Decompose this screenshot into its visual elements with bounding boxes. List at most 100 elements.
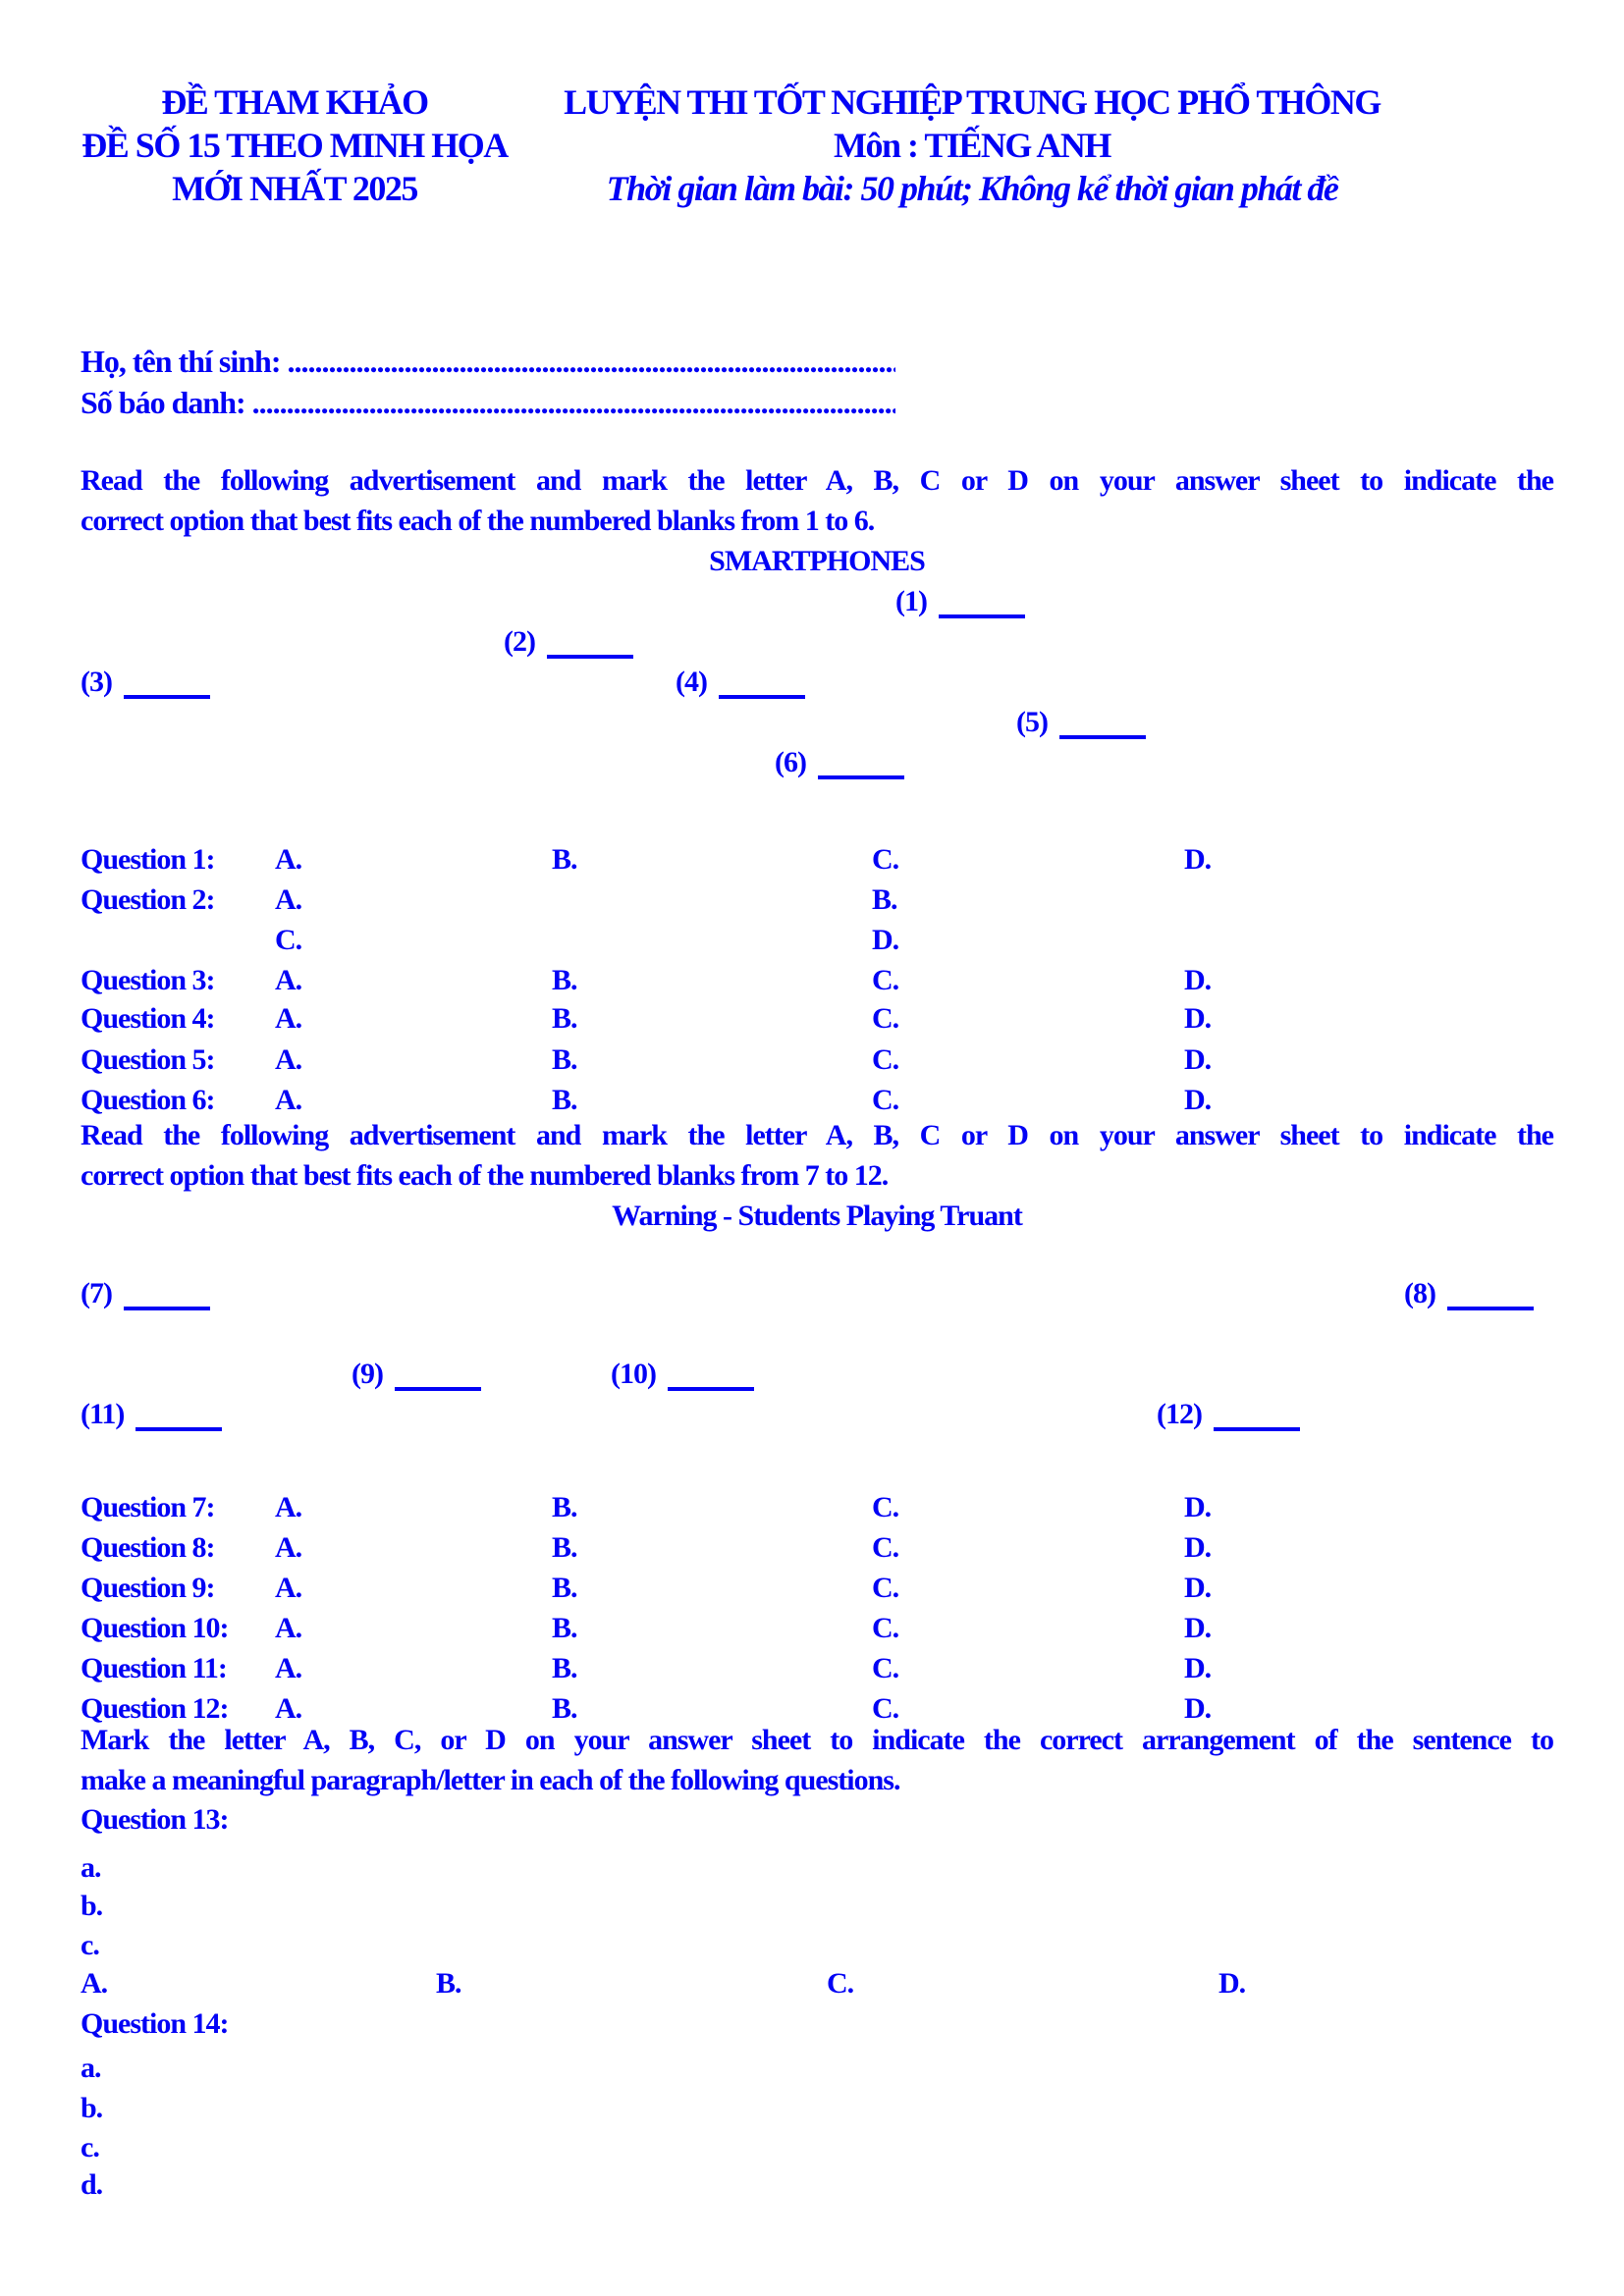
q10-option-c: C. xyxy=(872,1612,899,1644)
q9-option-b: B. xyxy=(552,1572,577,1604)
question-14-label: Question 14: xyxy=(81,2007,230,2040)
blank-1-underline xyxy=(938,614,1025,618)
blank-6-underline xyxy=(817,775,904,779)
q5-option-c: C. xyxy=(872,1043,899,1076)
q5-option-d: D. xyxy=(1184,1043,1212,1076)
q7-option-d: D. xyxy=(1184,1491,1212,1523)
question-3-label: Question 3: xyxy=(81,964,216,996)
q3-option-a: A. xyxy=(275,964,302,996)
q13-item-a: a. xyxy=(81,1851,102,1884)
passage1-line1: (1) xyxy=(81,581,1553,621)
blank-5-underline xyxy=(1058,735,1146,739)
blank-6: (6) xyxy=(775,742,904,782)
question-row-2-continued: C. D. xyxy=(81,920,1553,960)
q3-option-d: D. xyxy=(1184,964,1212,996)
q5-option-a: A. xyxy=(275,1043,302,1076)
passage1-line4: (5) xyxy=(81,702,1553,742)
q12-option-a: A. xyxy=(275,1692,302,1725)
candidate-name-dotted-field: ........................................… xyxy=(287,344,895,379)
q6-option-d: D. xyxy=(1184,1084,1212,1116)
header-left-line3: MỚI NHẤT 2025 xyxy=(172,169,418,208)
candidate-name-label: Họ, tên thí sinh: xyxy=(81,344,288,379)
q6-option-b: B. xyxy=(552,1084,577,1116)
blank-2: (2) xyxy=(504,621,633,662)
q3-option-b: B. xyxy=(552,964,577,996)
q8-option-c: C. xyxy=(872,1531,899,1564)
q10-option-a: A. xyxy=(275,1612,302,1644)
q7-option-b: B. xyxy=(552,1491,577,1523)
candidate-id-line: Số báo danh: ...........................… xyxy=(81,383,895,423)
blank-4-underline xyxy=(718,695,805,699)
q7-option-a: A. xyxy=(275,1491,302,1523)
blank-7: (7) xyxy=(81,1273,210,1313)
blank-8: (8) xyxy=(1404,1273,1534,1313)
q9-option-c: C. xyxy=(872,1572,899,1604)
section2-instruction-line1: Read the following advertisement and mar… xyxy=(81,1119,1554,1151)
passage1-line3: (3) (4) xyxy=(81,662,1553,702)
q8-option-a: A. xyxy=(275,1531,302,1564)
question-7-label: Question 7: xyxy=(81,1491,216,1523)
q14-item-b: b. xyxy=(81,2092,103,2124)
question-row-10: Question 10: A. B. C. D. xyxy=(81,1608,1553,1648)
q6-option-a: A. xyxy=(275,1084,302,1116)
q13-item-c: c. xyxy=(81,1929,100,1961)
question-row-6: Question 6: A. B. C. D. xyxy=(81,1080,1553,1120)
question-10-label: Question 10: xyxy=(81,1612,230,1644)
q4-option-d: D. xyxy=(1184,1002,1212,1035)
question-1-label: Question 1: xyxy=(81,843,216,876)
section1-instruction-line2: correct option that best fits each of th… xyxy=(81,505,875,537)
passage1-line2: (2) xyxy=(81,621,1553,662)
header-left-line1: ĐỀ THAM KHẢO xyxy=(161,82,429,122)
q8-option-b: B. xyxy=(552,1531,577,1564)
question-12-label: Question 12: xyxy=(81,1692,230,1725)
candidate-name-line: Họ, tên thí sinh: ......................… xyxy=(81,342,895,382)
q11-option-a: A. xyxy=(275,1652,302,1684)
q9-option-d: D. xyxy=(1184,1572,1212,1604)
question-9-label: Question 9: xyxy=(81,1572,216,1604)
question-row-9: Question 9: A. B. C. D. xyxy=(81,1568,1553,1608)
q13-item-b: b. xyxy=(81,1890,103,1922)
q3-option-c: C. xyxy=(872,964,899,996)
q7-option-c: C. xyxy=(872,1491,899,1523)
q1-option-d: D. xyxy=(1184,843,1212,876)
blank-10: (10) xyxy=(611,1354,754,1394)
q11-option-c: C. xyxy=(872,1652,899,1684)
passage1-line5: (6) xyxy=(81,742,1553,782)
blank-4: (4) xyxy=(676,662,805,702)
blank-12: (12) xyxy=(1157,1394,1300,1434)
q2-option-c: C. xyxy=(275,924,302,956)
q13-option-a: A. xyxy=(81,1967,108,2000)
section3-instruction-line2: make a meaningful paragraph/letter in ea… xyxy=(81,1764,900,1796)
section1-instruction-line1: Read the following advertisement and mar… xyxy=(81,464,1554,497)
candidate-id-label: Số báo danh: xyxy=(81,385,252,420)
blank-8-underline xyxy=(1446,1307,1534,1310)
blank-7-underline xyxy=(123,1307,210,1310)
q12-option-b: B. xyxy=(552,1692,577,1725)
candidate-id-dotted-field: ........................................… xyxy=(251,385,895,420)
q5-option-b: B. xyxy=(552,1043,577,1076)
blank-5: (5) xyxy=(1016,702,1146,742)
q1-option-c: C. xyxy=(872,843,899,876)
q2-option-d: D. xyxy=(872,924,899,956)
q10-option-b: B. xyxy=(552,1612,577,1644)
q4-option-b: B. xyxy=(552,1002,577,1035)
q1-option-b: B. xyxy=(552,843,577,876)
header-left-block: ĐỀ THAM KHẢO ĐỀ SỐ 15 THEO MINH HỌA MỚI … xyxy=(69,80,520,210)
q13-options-row: A. B. C. D. xyxy=(81,1963,1553,2003)
blank-3-underline xyxy=(123,695,210,699)
q9-option-a: A. xyxy=(275,1572,302,1604)
question-row-1: Question 1: A. B. C. D. xyxy=(81,839,1553,880)
question-row-4: Question 4: A. B. C. D. xyxy=(81,998,1553,1039)
blank-1: (1) xyxy=(895,581,1025,621)
q11-option-b: B. xyxy=(552,1652,577,1684)
duration-line: Thời gian làm bài: 50 phút; Không kể thờ… xyxy=(606,169,1339,208)
q2-option-b: B. xyxy=(872,883,897,916)
question-row-12: Question 12: A. B. C. D. xyxy=(81,1688,1553,1729)
q14-item-d: d. xyxy=(81,2168,103,2201)
blank-2-underline xyxy=(546,655,633,659)
q13-option-b: B. xyxy=(436,1967,461,2000)
blank-9: (9) xyxy=(352,1354,481,1394)
passage2-title: Warning - Students Playing Truant xyxy=(612,1200,1023,1232)
section3-instruction-line1: Mark the letter A, B, C, or D on your an… xyxy=(81,1724,1554,1756)
